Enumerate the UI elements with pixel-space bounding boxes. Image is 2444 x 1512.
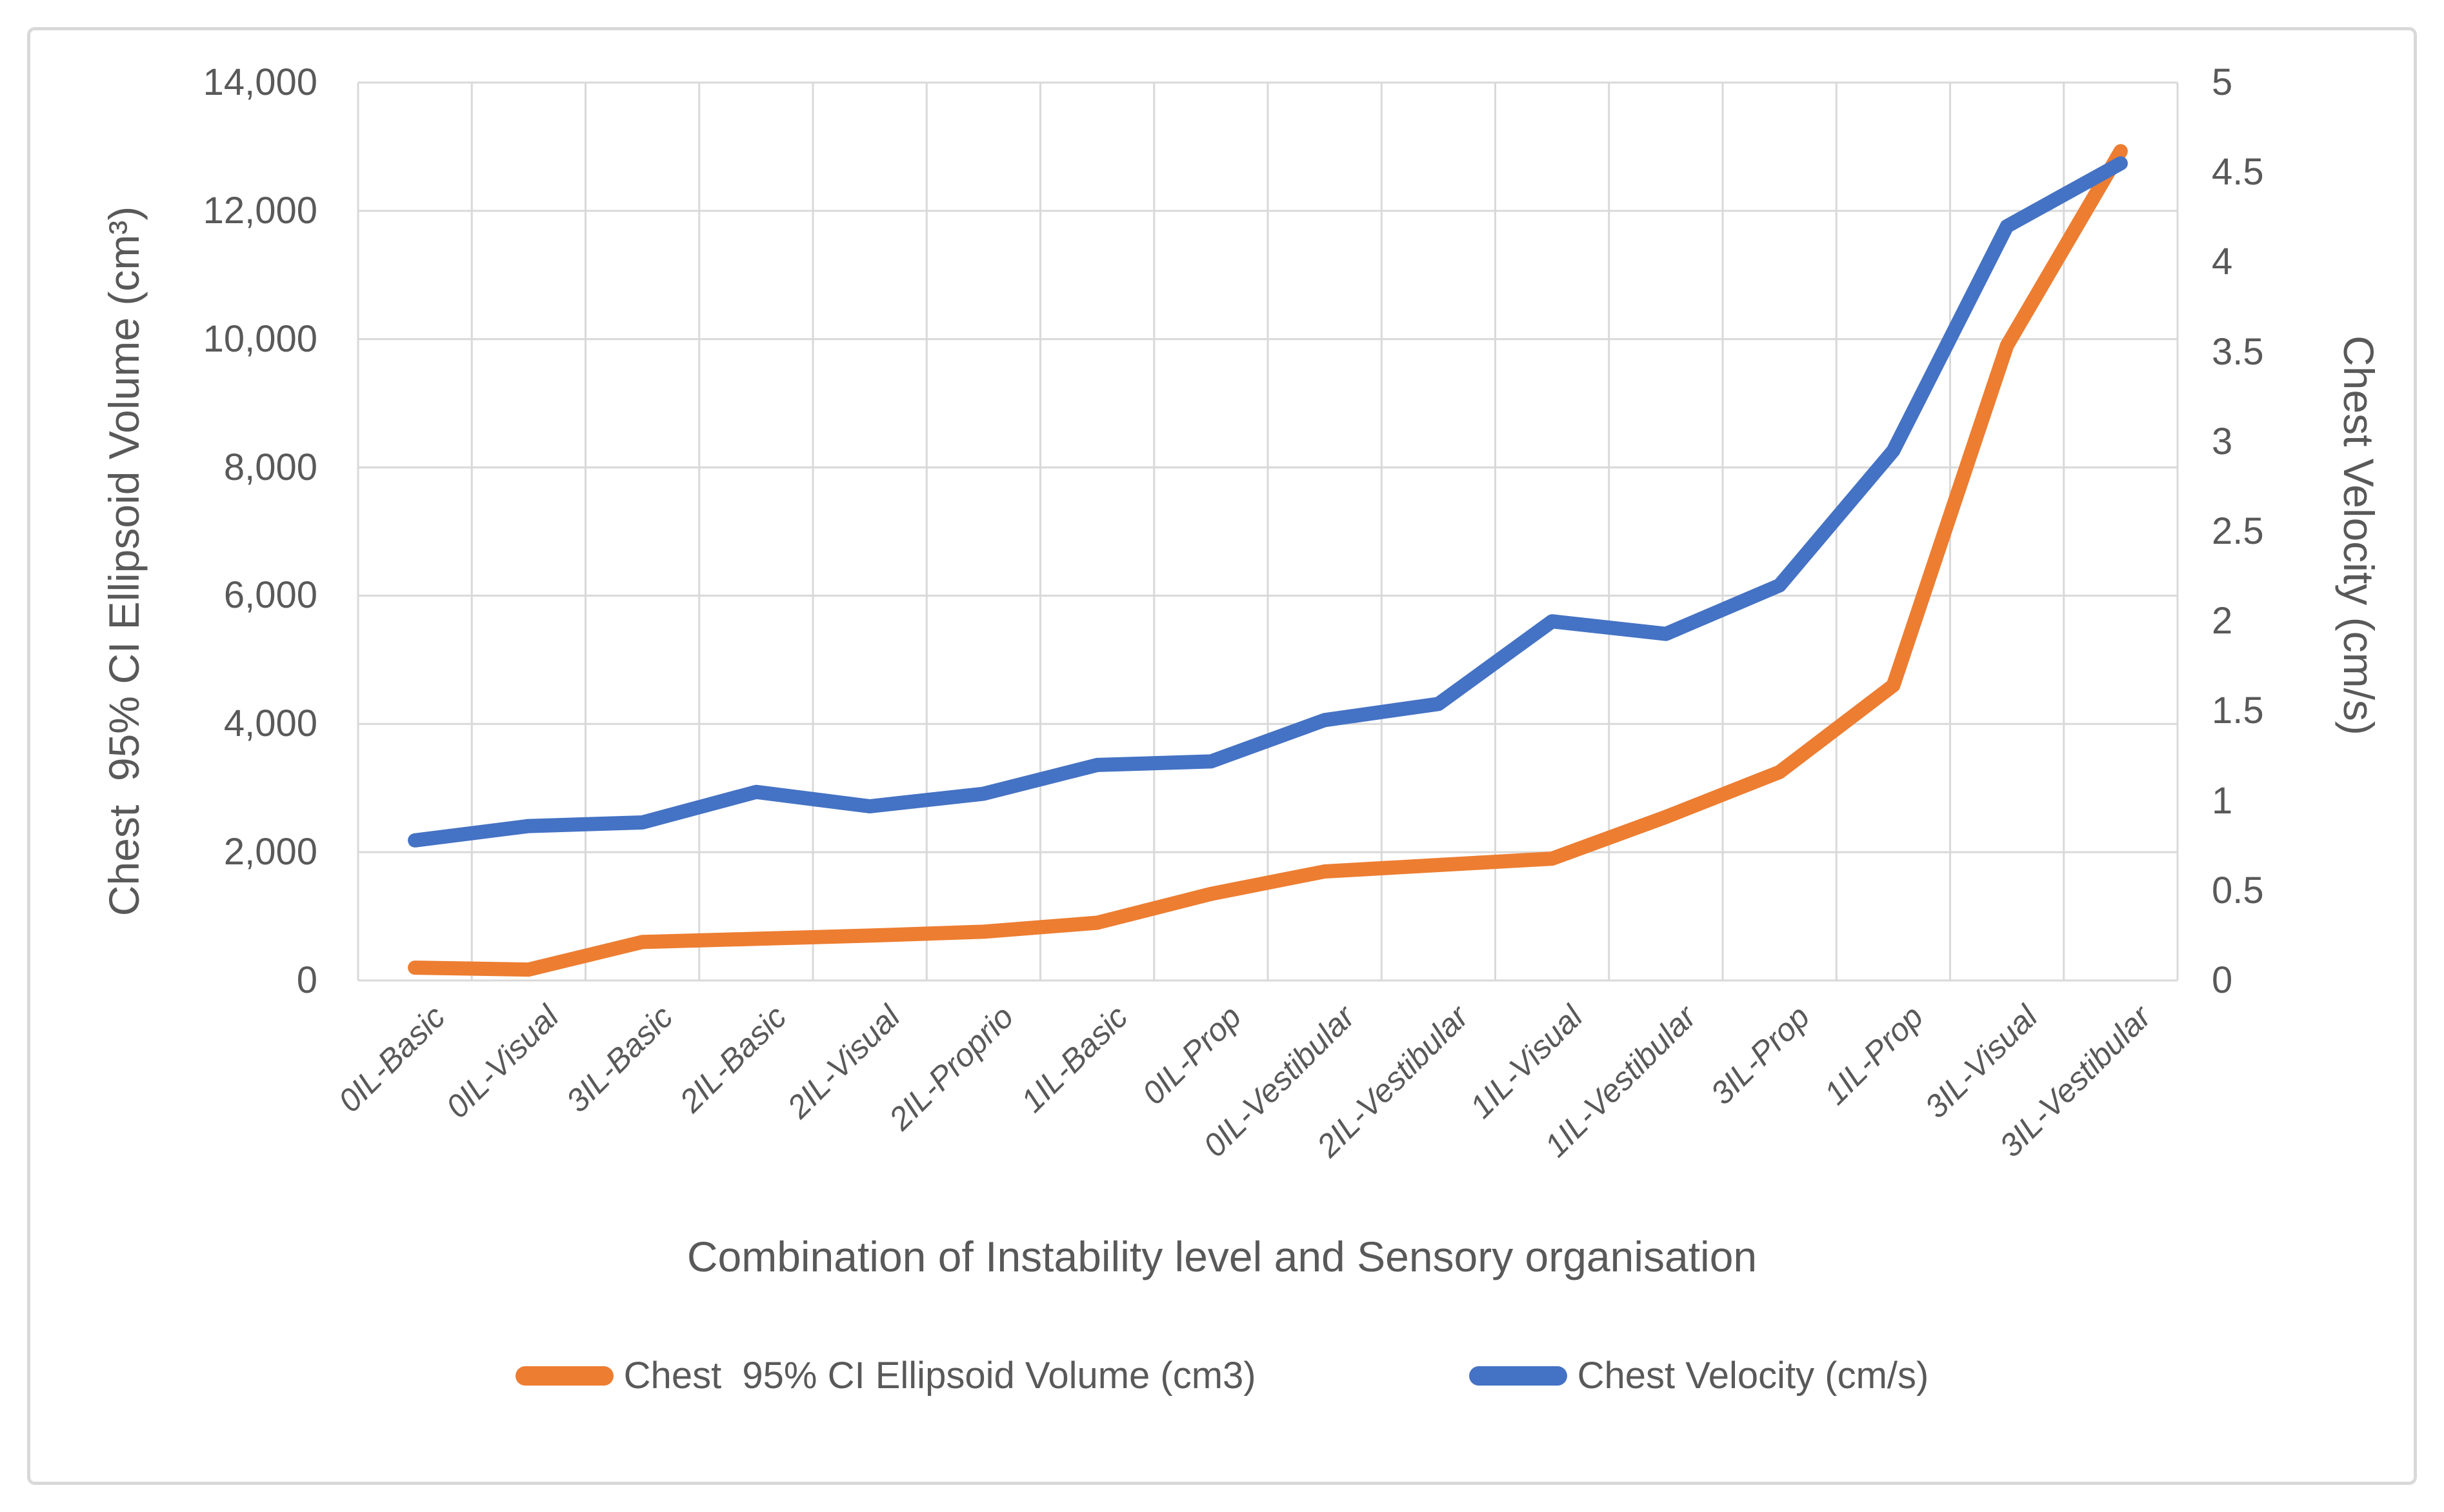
legend-label-volume: Chest 95% CI Ellipsoid Volume (cm3) [623, 1355, 1256, 1397]
right-axis-tick-label: 0.5 [2212, 869, 2264, 911]
left-axis-tick-label: 2,000 [223, 831, 317, 873]
legend-item-velocity: Chest Velocity (cm/s) [1468, 1353, 1929, 1398]
velocity-series-swatch [1468, 1366, 1567, 1386]
left-axis-tick-label: 8,000 [223, 446, 317, 488]
left-axis-tick-label: 0 [296, 959, 317, 1001]
right-axis-tick-label: 1 [2212, 779, 2233, 822]
left-axis-tick-label: 12,000 [203, 189, 317, 232]
left-axis-tick-label: 10,000 [203, 317, 317, 360]
right-axis-tick-label: 1.5 [2212, 690, 2264, 732]
right-axis-tick-label: 5 [2212, 61, 2233, 103]
legend-item-volume: Chest 95% CI Ellipsoid Volume (cm3) [515, 1353, 1256, 1398]
x-axis-title: Combination of Instability level and Sen… [686, 1233, 1758, 1280]
velocity-line [408, 156, 2128, 848]
gridlines [357, 81, 2179, 982]
left-axis-title: Chest 95% CI Ellipsoid Volume (cm³) [100, 206, 148, 917]
legend: Chest 95% CI Ellipsoid Volume (cm3) Ches… [0, 1353, 2444, 1398]
right-axis-tick-label: 2 [2212, 600, 2233, 642]
left-axis-tick-label: 6,000 [223, 574, 317, 617]
right-axis-title: Chest Velocity (cm/s) [2335, 335, 2383, 735]
volume-line [408, 144, 2128, 977]
volume-series-swatch [515, 1366, 614, 1386]
right-axis-tick-label: 4.5 [2212, 151, 2264, 194]
legend-label-velocity: Chest Velocity (cm/s) [1577, 1355, 1929, 1397]
left-axis-tick-label: 14,000 [203, 61, 317, 103]
right-axis-tick-label: 2.5 [2212, 510, 2264, 552]
right-axis-tick-label: 4 [2212, 241, 2233, 283]
right-axis-tick-label: 0 [2212, 959, 2233, 1001]
right-axis-tick-label: 3.5 [2212, 330, 2264, 373]
left-axis-tick-label: 4,000 [223, 702, 317, 745]
right-axis-tick-label: 3 [2212, 420, 2233, 463]
